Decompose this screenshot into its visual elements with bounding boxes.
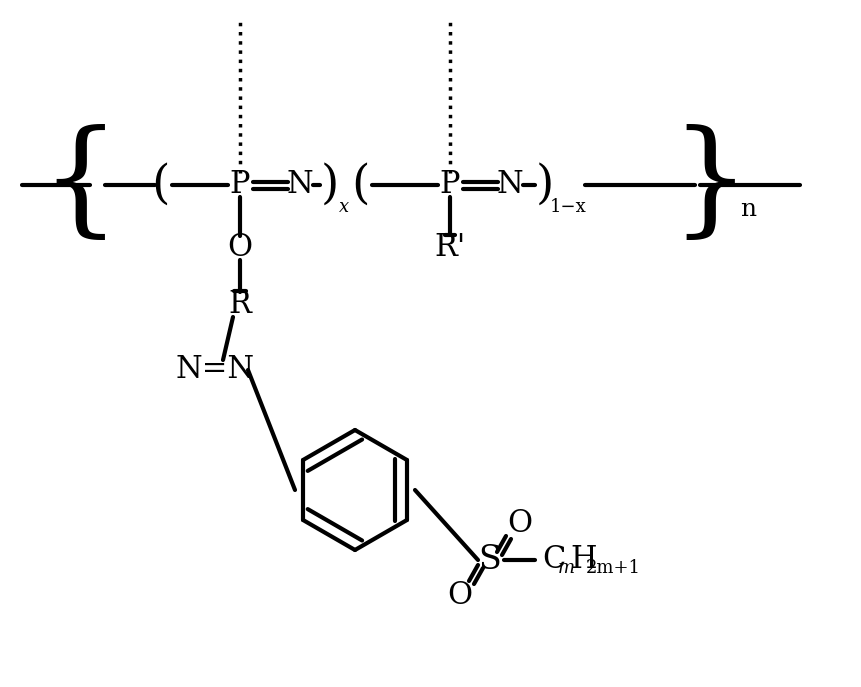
Text: H: H	[569, 545, 596, 576]
Text: P: P	[439, 170, 460, 201]
Text: O: O	[447, 581, 472, 611]
Text: O: O	[227, 232, 252, 264]
Text: N: N	[287, 170, 313, 201]
Text: N: N	[496, 170, 523, 201]
Text: n: n	[739, 199, 755, 221]
Text: R': R'	[434, 232, 465, 264]
Text: {: {	[40, 124, 120, 245]
Text: }: }	[670, 124, 749, 245]
Text: (: (	[350, 162, 369, 207]
Text: R: R	[228, 289, 251, 321]
Text: ): )	[320, 162, 338, 207]
Text: 2m+1: 2m+1	[585, 559, 641, 577]
Text: 1−x: 1−x	[549, 198, 585, 216]
Text: ): )	[536, 162, 554, 207]
Text: S: S	[478, 544, 501, 576]
Text: N=N: N=N	[176, 354, 254, 385]
Text: x: x	[338, 198, 349, 216]
Text: (: (	[151, 162, 169, 207]
Text: P: P	[230, 170, 250, 201]
Text: m: m	[557, 559, 574, 577]
Text: C: C	[542, 545, 565, 576]
Text: O: O	[507, 508, 532, 539]
